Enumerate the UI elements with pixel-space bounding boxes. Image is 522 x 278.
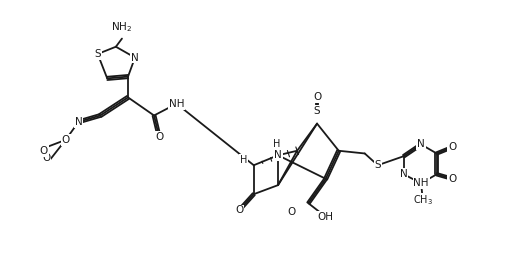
Text: O: O [155, 132, 163, 142]
Text: S: S [314, 106, 321, 116]
Text: N: N [131, 53, 139, 63]
Text: O: O [235, 205, 243, 215]
Text: CH$_3$: CH$_3$ [413, 193, 433, 207]
Text: NH: NH [169, 99, 184, 109]
Text: N: N [417, 140, 425, 150]
Text: N: N [400, 169, 408, 179]
Text: NH: NH [413, 178, 429, 188]
Text: S: S [374, 160, 381, 170]
Text: O: O [287, 207, 295, 217]
Text: O: O [62, 135, 70, 145]
Text: OH: OH [318, 212, 334, 222]
Text: H: H [240, 155, 247, 165]
Text: N: N [75, 117, 82, 127]
Text: O: O [448, 174, 456, 184]
Text: N: N [274, 150, 282, 160]
Text: NH$_2$: NH$_2$ [111, 20, 133, 34]
Text: H: H [272, 140, 280, 150]
Text: O: O [42, 153, 51, 163]
Text: O: O [40, 146, 48, 156]
Text: O: O [313, 92, 321, 102]
Text: O: O [448, 142, 456, 152]
Text: S: S [94, 49, 101, 59]
